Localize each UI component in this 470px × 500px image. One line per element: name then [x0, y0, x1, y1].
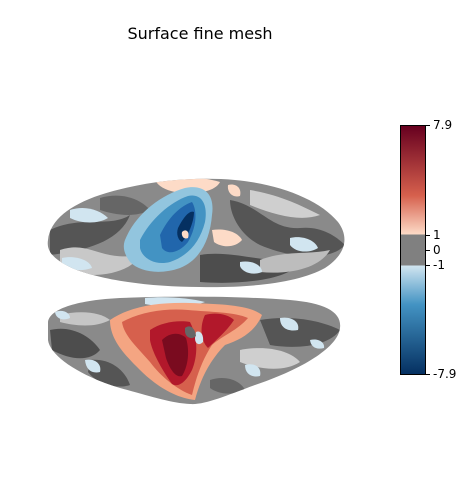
colorbar-tick: [426, 250, 430, 251]
bottom-hemisphere: [48, 296, 341, 405]
figure-title: Surface fine mesh: [127, 24, 273, 43]
colorbar-tick-label: 1: [433, 228, 441, 242]
colorbar-tick: [426, 235, 430, 236]
top-hemisphere: [47, 178, 345, 288]
colorbar-tick-label: -1: [433, 258, 445, 272]
brain-surface-plot: [47, 178, 345, 405]
colorbar-tick: [426, 265, 430, 266]
colorbar-tick-label: 7.9: [433, 118, 453, 132]
colorbar: [400, 125, 426, 375]
colorbar-tick: [426, 374, 430, 375]
colorbar-tick-label: -7.9: [433, 367, 457, 381]
colorbar-tick-label: 0: [433, 243, 441, 257]
colorbar-tick: [426, 125, 430, 126]
